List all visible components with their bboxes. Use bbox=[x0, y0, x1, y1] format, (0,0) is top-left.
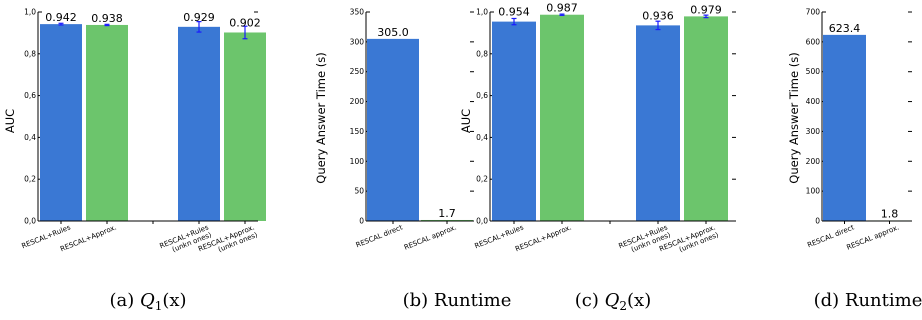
y-tick-label: 0 bbox=[815, 217, 820, 226]
y-tick-label: 0,8 bbox=[476, 49, 488, 58]
y-tick-label: 0,8 bbox=[24, 49, 36, 58]
y-tick-label: 0,6 bbox=[24, 91, 36, 100]
bar bbox=[684, 16, 728, 221]
data-label: 0.902 bbox=[229, 16, 261, 29]
y-tick-label: 0,4 bbox=[24, 133, 36, 142]
y-tick-label: 0,2 bbox=[476, 175, 488, 184]
x-tick-label: RESCAL+Rules(unkn ones) bbox=[158, 223, 213, 257]
bar bbox=[40, 24, 82, 222]
y-tick-label: 600 bbox=[806, 37, 821, 46]
caption: (a) Q1(x) bbox=[109, 290, 186, 313]
data-label: 623.4 bbox=[829, 22, 861, 35]
y-tick-label: 0 bbox=[359, 217, 364, 226]
bar bbox=[224, 32, 266, 222]
y-tick-label: 0,6 bbox=[476, 91, 488, 100]
y-axis-label: Query Answer Time (s) bbox=[314, 52, 328, 183]
y-tick-label: 300 bbox=[806, 127, 821, 136]
y-tick-label: 0,0 bbox=[24, 217, 36, 226]
x-tick-label: RESCAL approx. bbox=[403, 223, 458, 251]
data-label: 0.954 bbox=[498, 6, 530, 19]
bar bbox=[86, 24, 128, 221]
bar bbox=[540, 14, 584, 222]
bar bbox=[636, 25, 680, 221]
data-label: 0.942 bbox=[45, 11, 77, 24]
chart-panel-3: 0,00,20,40,60,81,0 0.954RESCAL+Rules0.987… bbox=[459, 2, 736, 313]
bar bbox=[823, 34, 866, 221]
data-label: 1.7 bbox=[438, 207, 456, 220]
y-axis-label: Query Answer Time (s) bbox=[787, 52, 801, 183]
y-tick-label: 0,2 bbox=[24, 175, 36, 184]
y-tick-label: 0,0 bbox=[476, 217, 488, 226]
y-tick-label: 100 bbox=[350, 157, 365, 166]
data-label: 0.979 bbox=[690, 3, 722, 16]
y-axis-label: AUC bbox=[459, 109, 473, 133]
caption: (c) Q2(x) bbox=[575, 290, 651, 313]
bar bbox=[421, 219, 473, 221]
y-tick-label: 300 bbox=[350, 37, 365, 46]
y-tick-label: 0,4 bbox=[476, 133, 488, 142]
y-tick-label: 150 bbox=[350, 127, 365, 136]
y-tick-label: 100 bbox=[806, 187, 821, 196]
y-tick-label: 250 bbox=[350, 67, 365, 76]
y-tick-label: 1,0 bbox=[24, 8, 36, 17]
y-tick-label: 200 bbox=[806, 157, 821, 166]
y-tick-label: 700 bbox=[806, 8, 821, 17]
data-label: 1.8 bbox=[881, 207, 899, 220]
bar bbox=[178, 26, 220, 221]
data-label: 0.936 bbox=[642, 9, 674, 22]
chart-panel-1: 0,00,20,40,60,81,0 0.942RESCAL+Rules0.938… bbox=[3, 8, 266, 313]
data-label: 0.929 bbox=[183, 11, 215, 24]
data-label: 305.0 bbox=[377, 26, 409, 39]
caption: (d) Runtime bbox=[814, 290, 922, 311]
y-tick-label: 400 bbox=[806, 97, 821, 106]
data-label: 0.938 bbox=[91, 12, 123, 25]
y-tick-label: 50 bbox=[354, 187, 364, 196]
y-tick-label: 350 bbox=[350, 8, 365, 17]
y-tick-label: 500 bbox=[806, 67, 821, 76]
x-tick-label: RESCAL direct bbox=[355, 223, 404, 249]
y-tick-label: 200 bbox=[350, 97, 365, 106]
data-label: 0.987 bbox=[546, 2, 578, 15]
y-tick-label: 1,0 bbox=[476, 8, 488, 17]
bar bbox=[492, 21, 536, 222]
x-tick-label: RESCAL+Rules(unkn ones) bbox=[617, 223, 672, 257]
y-axis-label: AUC bbox=[3, 109, 17, 133]
caption: (b) Runtime bbox=[403, 290, 512, 311]
bar bbox=[367, 38, 419, 221]
